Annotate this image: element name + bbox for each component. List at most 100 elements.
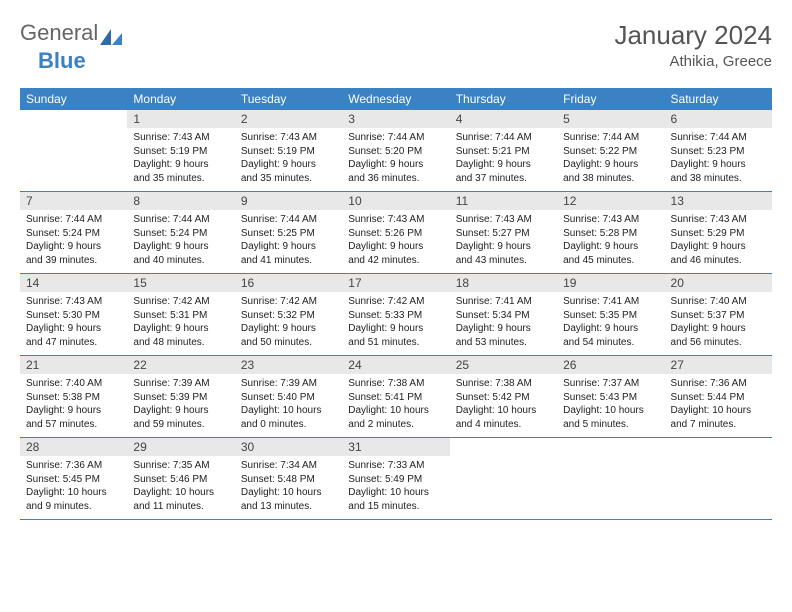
day-number-row: 78910111213 — [20, 192, 772, 211]
daylight-line: Daylight: 9 hours — [26, 322, 121, 336]
day-cell: Sunrise: 7:44 AMSunset: 5:24 PMDaylight:… — [127, 210, 234, 274]
weekday-header: Wednesday — [342, 88, 449, 110]
day-number — [665, 438, 772, 457]
daylight-line: Daylight: 9 hours — [241, 240, 336, 254]
day-cell: Sunrise: 7:42 AMSunset: 5:31 PMDaylight:… — [127, 292, 234, 356]
sunrise-line: Sunrise: 7:38 AM — [456, 377, 551, 391]
daylight-line-2: and 4 minutes. — [456, 418, 551, 432]
daylight-line-2: and 5 minutes. — [563, 418, 658, 432]
sunset-line: Sunset: 5:49 PM — [348, 473, 443, 487]
sunset-line: Sunset: 5:39 PM — [133, 391, 228, 405]
daylight-line: Daylight: 9 hours — [133, 158, 228, 172]
sunset-line: Sunset: 5:19 PM — [241, 145, 336, 159]
day-number: 31 — [342, 438, 449, 457]
daylight-line: Daylight: 9 hours — [26, 404, 121, 418]
daylight-line-2: and 38 minutes. — [563, 172, 658, 186]
daylight-line: Daylight: 9 hours — [671, 240, 766, 254]
sunrise-line: Sunrise: 7:44 AM — [671, 131, 766, 145]
day-cell: Sunrise: 7:44 AMSunset: 5:20 PMDaylight:… — [342, 128, 449, 192]
sunset-line: Sunset: 5:24 PM — [26, 227, 121, 241]
day-cell: Sunrise: 7:39 AMSunset: 5:39 PMDaylight:… — [127, 374, 234, 438]
day-number: 21 — [20, 356, 127, 375]
sunset-line: Sunset: 5:32 PM — [241, 309, 336, 323]
sunrise-line: Sunrise: 7:40 AM — [26, 377, 121, 391]
day-number — [20, 110, 127, 128]
day-number: 27 — [665, 356, 772, 375]
daylight-line: Daylight: 10 hours — [563, 404, 658, 418]
sunset-line: Sunset: 5:28 PM — [563, 227, 658, 241]
day-number: 11 — [450, 192, 557, 211]
day-cell: Sunrise: 7:33 AMSunset: 5:49 PMDaylight:… — [342, 456, 449, 520]
sunset-line: Sunset: 5:25 PM — [241, 227, 336, 241]
sunset-line: Sunset: 5:41 PM — [348, 391, 443, 405]
daylight-line-2: and 57 minutes. — [26, 418, 121, 432]
daylight-line-2: and 35 minutes. — [133, 172, 228, 186]
daylight-line: Daylight: 10 hours — [241, 486, 336, 500]
weekday-header: Saturday — [665, 88, 772, 110]
daylight-line-2: and 47 minutes. — [26, 336, 121, 350]
day-content-row: Sunrise: 7:44 AMSunset: 5:24 PMDaylight:… — [20, 210, 772, 274]
sunset-line: Sunset: 5:23 PM — [671, 145, 766, 159]
sunrise-line: Sunrise: 7:42 AM — [241, 295, 336, 309]
daylight-line: Daylight: 9 hours — [26, 240, 121, 254]
daylight-line-2: and 59 minutes. — [133, 418, 228, 432]
day-cell — [450, 456, 557, 520]
sunset-line: Sunset: 5:27 PM — [456, 227, 551, 241]
day-number: 2 — [235, 110, 342, 128]
day-cell — [557, 456, 664, 520]
daylight-line-2: and 39 minutes. — [26, 254, 121, 268]
day-number: 30 — [235, 438, 342, 457]
sunrise-line: Sunrise: 7:36 AM — [671, 377, 766, 391]
day-number: 3 — [342, 110, 449, 128]
daylight-line-2: and 54 minutes. — [563, 336, 658, 350]
day-cell: Sunrise: 7:43 AMSunset: 5:19 PMDaylight:… — [235, 128, 342, 192]
sunrise-line: Sunrise: 7:34 AM — [241, 459, 336, 473]
day-number: 20 — [665, 274, 772, 293]
day-number: 16 — [235, 274, 342, 293]
daylight-line: Daylight: 9 hours — [348, 158, 443, 172]
sunrise-line: Sunrise: 7:43 AM — [241, 131, 336, 145]
brand-logo: General — [20, 20, 122, 46]
day-number: 1 — [127, 110, 234, 128]
daylight-line: Daylight: 9 hours — [563, 158, 658, 172]
day-cell: Sunrise: 7:44 AMSunset: 5:22 PMDaylight:… — [557, 128, 664, 192]
sunrise-line: Sunrise: 7:43 AM — [563, 213, 658, 227]
sunset-line: Sunset: 5:46 PM — [133, 473, 228, 487]
daylight-line-2: and 35 minutes. — [241, 172, 336, 186]
sunrise-line: Sunrise: 7:44 AM — [241, 213, 336, 227]
day-content-row: Sunrise: 7:40 AMSunset: 5:38 PMDaylight:… — [20, 374, 772, 438]
day-number: 28 — [20, 438, 127, 457]
day-cell: Sunrise: 7:42 AMSunset: 5:33 PMDaylight:… — [342, 292, 449, 356]
daylight-line: Daylight: 9 hours — [563, 322, 658, 336]
day-cell: Sunrise: 7:38 AMSunset: 5:41 PMDaylight:… — [342, 374, 449, 438]
sunset-line: Sunset: 5:35 PM — [563, 309, 658, 323]
daylight-line: Daylight: 10 hours — [348, 486, 443, 500]
sunrise-line: Sunrise: 7:44 AM — [26, 213, 121, 227]
sunrise-line: Sunrise: 7:39 AM — [241, 377, 336, 391]
daylight-line-2: and 36 minutes. — [348, 172, 443, 186]
title-block: January 2024 Athikia, Greece — [614, 20, 772, 70]
sunrise-line: Sunrise: 7:41 AM — [456, 295, 551, 309]
brand-part2: Blue — [38, 48, 86, 73]
day-number: 22 — [127, 356, 234, 375]
sunset-line: Sunset: 5:42 PM — [456, 391, 551, 405]
sunrise-line: Sunrise: 7:39 AM — [133, 377, 228, 391]
daylight-line-2: and 38 minutes. — [671, 172, 766, 186]
day-cell: Sunrise: 7:35 AMSunset: 5:46 PMDaylight:… — [127, 456, 234, 520]
daylight-line-2: and 15 minutes. — [348, 500, 443, 514]
day-number: 5 — [557, 110, 664, 128]
day-number: 4 — [450, 110, 557, 128]
day-cell: Sunrise: 7:44 AMSunset: 5:24 PMDaylight:… — [20, 210, 127, 274]
daylight-line-2: and 7 minutes. — [671, 418, 766, 432]
daylight-line-2: and 53 minutes. — [456, 336, 551, 350]
sunset-line: Sunset: 5:22 PM — [563, 145, 658, 159]
daylight-line-2: and 9 minutes. — [26, 500, 121, 514]
daylight-line-2: and 48 minutes. — [133, 336, 228, 350]
daylight-line-2: and 11 minutes. — [133, 500, 228, 514]
daylight-line: Daylight: 9 hours — [456, 322, 551, 336]
sunset-line: Sunset: 5:24 PM — [133, 227, 228, 241]
daylight-line-2: and 51 minutes. — [348, 336, 443, 350]
sunrise-line: Sunrise: 7:44 AM — [456, 131, 551, 145]
daylight-line: Daylight: 9 hours — [348, 240, 443, 254]
sunrise-line: Sunrise: 7:44 AM — [563, 131, 658, 145]
